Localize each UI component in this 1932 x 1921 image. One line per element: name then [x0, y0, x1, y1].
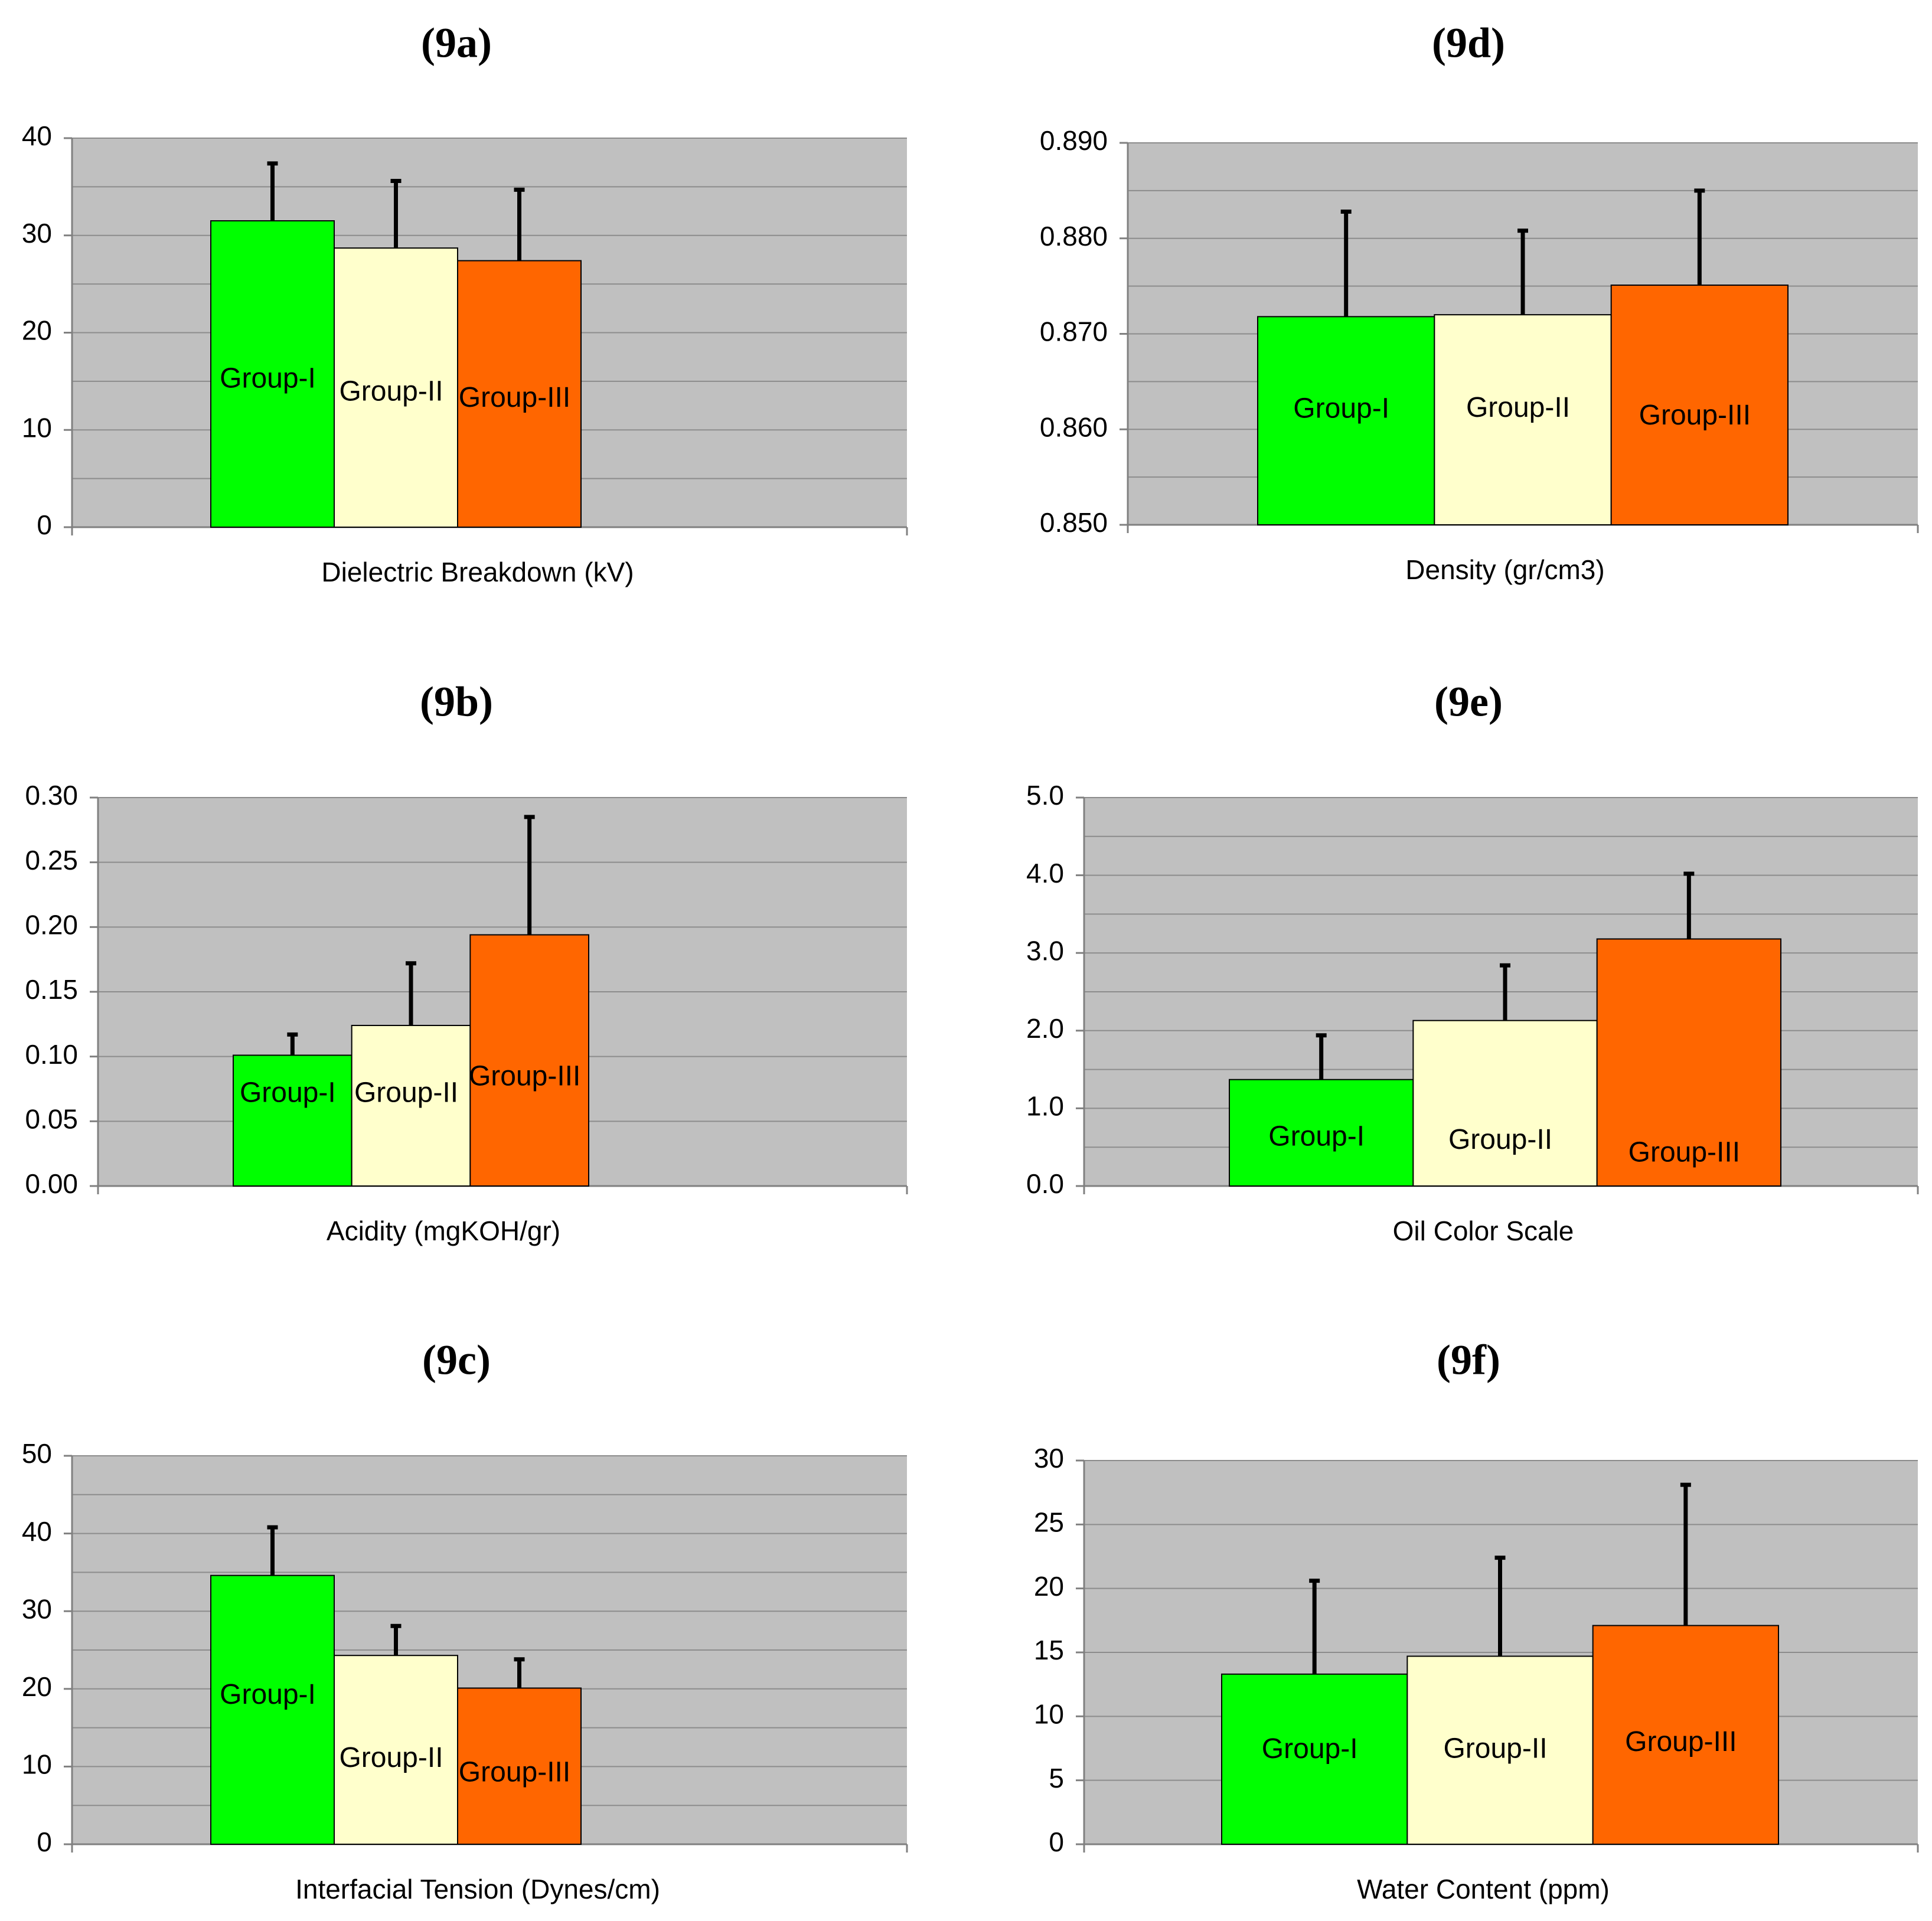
y-tick-label: 0.00 [25, 1168, 78, 1199]
y-tick-label: 0.15 [25, 974, 78, 1005]
bar-group-i [1229, 1079, 1414, 1187]
bar-group-ii [334, 247, 458, 528]
chart-title: (9d) [1432, 19, 1505, 67]
y-tick-label: 0.10 [25, 1039, 78, 1070]
bar-group-iii [1592, 1625, 1780, 1845]
bar-label: Group-I [1268, 1121, 1365, 1152]
chart-title: (9c) [422, 1337, 491, 1384]
y-tick-label: 2.0 [1026, 1013, 1064, 1044]
y-tick-label: 40 [22, 1516, 52, 1547]
y-tick-label: 5 [1049, 1763, 1064, 1793]
bar-label: Group-III [1639, 400, 1751, 431]
bar-label: Group-II [339, 1742, 443, 1773]
chart-title: (9a) [421, 19, 492, 67]
bar-label: Group-II [1466, 392, 1570, 423]
bar-label: Group-II [354, 1077, 458, 1109]
bar-label: Group-I [1293, 393, 1389, 424]
y-tick-label: 40 [22, 120, 52, 151]
bar-label: Group-II [1443, 1733, 1547, 1764]
bar-group-iii [457, 260, 582, 528]
bar-group-iii [1610, 285, 1789, 525]
chart-9e: (9e) 0.0 1.0 2.0 3.0 4.0 5.0 Group-I Group-II Gro… [1026, 678, 1919, 1246]
y-tick-label: 0.870 [1040, 316, 1108, 347]
y-tick-label: 5.0 [1026, 780, 1064, 811]
chart-title: (9f) [1437, 1337, 1500, 1384]
chart-title: (9e) [1434, 678, 1503, 726]
bar-label: Group-III [459, 382, 570, 413]
bar-group-iii [469, 934, 589, 1187]
y-tick-label: 1.0 [1026, 1091, 1064, 1122]
x-axis-label: Density (gr/cm3) [1405, 554, 1604, 585]
chart-9d: (9d) 0.850 0.860 0.870 0.880 0.890 Group-I Grou… [1040, 19, 1919, 585]
bar-label: Group-I [220, 1679, 316, 1710]
x-axis-label: Dielectric Breakdown (kV) [321, 557, 634, 587]
chart-9b: (9b) 0.00 0.05 0.10 0.15 0.20 0.25 0.30 Group-I G… [25, 678, 908, 1246]
bar-label: Group-II [1448, 1124, 1552, 1155]
y-tick-label: 10 [22, 412, 52, 443]
bar-group-i [210, 220, 335, 528]
y-tick-label: 0.880 [1040, 221, 1108, 251]
bar-label: Group-I [220, 363, 316, 394]
bar-group-i [233, 1054, 353, 1187]
bar-label: Group-I [240, 1077, 336, 1109]
bar-group-iii [1596, 938, 1782, 1187]
x-axis-label: Water Content (ppm) [1357, 1874, 1610, 1904]
bar-label: Group-III [1629, 1136, 1740, 1168]
y-tick-label: 0.860 [1040, 411, 1108, 442]
y-tick-label: 3.0 [1026, 935, 1064, 966]
bar-label: Group-III [459, 1757, 570, 1788]
bar-label: Group-III [469, 1061, 580, 1092]
bar-group-ii [351, 1025, 471, 1187]
y-tick-label: 0.20 [25, 909, 78, 940]
y-tick-label: 4.0 [1026, 858, 1064, 888]
y-tick-label: 0 [1049, 1827, 1064, 1857]
bar-group-i [1257, 316, 1435, 525]
y-tick-label: 25 [1034, 1507, 1064, 1537]
bar-label: Group-II [339, 376, 443, 407]
y-tick-label: 0.890 [1040, 125, 1108, 156]
y-tick-label: 20 [22, 1671, 52, 1702]
bar-label: Group-III [1625, 1726, 1737, 1757]
bar-group-iii [457, 1687, 582, 1845]
bar-group-ii [1412, 1020, 1598, 1187]
y-tick-label: 0.0 [1026, 1168, 1064, 1199]
y-tick-label: 10 [22, 1749, 52, 1780]
y-tick-label: 30 [1034, 1443, 1064, 1474]
bar-label: Group-I [1262, 1733, 1358, 1765]
y-tick-label: 0.05 [25, 1103, 78, 1134]
y-tick-label: 10 [1034, 1698, 1064, 1729]
chart-9c: (9c) 0 10 20 30 40 50 Group-I Group-II Group-III I… [22, 1337, 908, 1904]
x-axis-label: Oil Color Scale [1393, 1216, 1574, 1246]
bar-group-i [1221, 1673, 1408, 1845]
bar-group-ii [1434, 314, 1612, 526]
y-tick-label: 20 [22, 315, 52, 346]
chart-9f: (9f) 0 5 10 15 20 25 30 Group-I Group-II Group-III… [1034, 1337, 1919, 1904]
y-tick-label: 0 [37, 509, 52, 540]
x-axis-label: Acidity (mgKOH/gr) [327, 1216, 560, 1246]
y-tick-label: 0.30 [25, 780, 78, 811]
y-tick-label: 20 [1034, 1571, 1064, 1602]
y-tick-label: 50 [22, 1438, 52, 1469]
bar-group-ii [1406, 1655, 1594, 1845]
chart-9a: (9a) 0 10 20 30 40 Group-I Group-II Group-III Die… [22, 19, 908, 587]
x-axis-label: Interfacial Tension (Dynes/cm) [295, 1874, 660, 1904]
y-tick-label: 0.850 [1040, 507, 1108, 538]
y-tick-label: 0 [37, 1827, 52, 1857]
y-tick-label: 30 [22, 1593, 52, 1624]
chart-title: (9b) [420, 678, 493, 726]
y-tick-label: 15 [1034, 1635, 1064, 1665]
y-tick-label: 30 [22, 218, 52, 249]
y-tick-label: 0.25 [25, 845, 78, 875]
bar-group-ii [334, 1655, 458, 1845]
bar-group-i [210, 1574, 335, 1845]
